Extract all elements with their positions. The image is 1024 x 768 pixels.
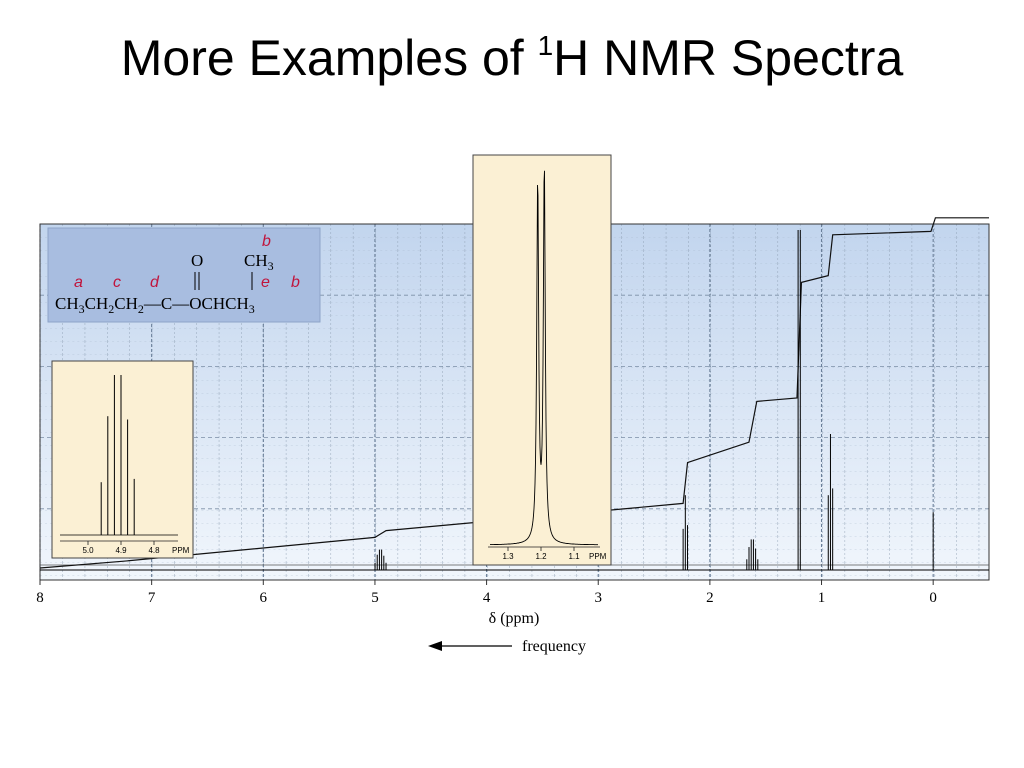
- x-tick-label: 3: [594, 590, 602, 606]
- label-a: a: [74, 274, 83, 291]
- inset-quartet-frame: [51, 360, 194, 559]
- inset-quartet-tick-label: 5.0: [82, 546, 94, 555]
- structure-main-chain: CH3CH2CH2—C—OCHCH3: [55, 294, 255, 316]
- x-axis-ticks: 8 7 6 5 4 3 2 1 0: [36, 580, 937, 606]
- branch-ch: CH: [244, 251, 268, 270]
- label-e: e: [261, 274, 270, 291]
- inset-quartet-ticks: 5.0 4.9 4.8: [82, 541, 160, 555]
- inset-doublet-tick-label: 1.1: [568, 552, 580, 561]
- label-b-chain: b: [291, 274, 300, 291]
- peak-lines: [374, 230, 934, 570]
- label-b-branch: b: [262, 233, 271, 250]
- inset-doublet-tick-label: 1.2: [535, 552, 547, 561]
- frequency-annotation: frequency: [428, 638, 586, 655]
- x-tick-label: 8: [36, 590, 44, 606]
- label-d: d: [150, 274, 160, 291]
- inset-quartet-tick-label: 4.9: [115, 546, 127, 555]
- label-c: c: [113, 274, 121, 291]
- chain-sub-b: 3: [249, 302, 255, 316]
- x-tick-label: 4: [483, 590, 491, 606]
- title-rest: H NMR Spectra: [553, 30, 904, 86]
- inset-quartet-expansion: 5.0 4.9 4.8 PPM: [51, 360, 194, 559]
- inset-quartet-unit: PPM: [172, 546, 190, 555]
- inset-doublet-tick-label: 1.3: [502, 552, 514, 561]
- x-axis-label: δ (ppm): [489, 610, 540, 627]
- slide-title: More Examples of 1H NMR Spectra: [0, 16, 1024, 88]
- frequency-arrowhead: [428, 641, 442, 651]
- x-tick-label: 0: [929, 590, 937, 606]
- x-tick-label: 5: [371, 590, 379, 606]
- structure-box: O CH3 CH3CH2CH2—C—OCHCH3 a c d e b b: [47, 227, 321, 323]
- x-tick-label: 6: [260, 590, 268, 606]
- inset-quartet-tick-label: 4.8: [148, 546, 160, 555]
- inset-doublet-trace: [490, 170, 598, 546]
- inset-doublet-unit: PPM: [589, 552, 607, 561]
- title-main: More Examples of: [120, 30, 524, 86]
- title-superscript: 1: [537, 30, 554, 61]
- branch-methyl: CH3: [244, 251, 274, 273]
- chain-ester: —C—OCHCH: [143, 294, 249, 313]
- x-tick-label: 1: [818, 590, 826, 606]
- carbonyl-oxygen: O: [191, 251, 203, 270]
- chain-sub-c: 2: [108, 302, 114, 316]
- x-tick-label: 2: [706, 590, 714, 606]
- inset-doublet-expansion: 1.3 1.2 1.1 PPM: [472, 154, 612, 566]
- x-tick-label: 7: [148, 590, 156, 606]
- inset-quartet-lines: [60, 374, 178, 536]
- chain-ch-a: CH: [55, 294, 79, 313]
- chain-sub-a: 3: [79, 302, 85, 316]
- branch-sub: 3: [268, 259, 274, 273]
- integration-curve: [39, 217, 989, 569]
- inset-doublet-ticks: 1.3 1.2 1.1: [502, 547, 580, 561]
- chain-sub-d: 2: [138, 302, 144, 316]
- frequency-label: frequency: [522, 638, 586, 655]
- chain-ch-d: CH: [114, 294, 138, 313]
- inset-doublet-frame: [472, 154, 612, 566]
- chain-ch-c: CH: [85, 294, 109, 313]
